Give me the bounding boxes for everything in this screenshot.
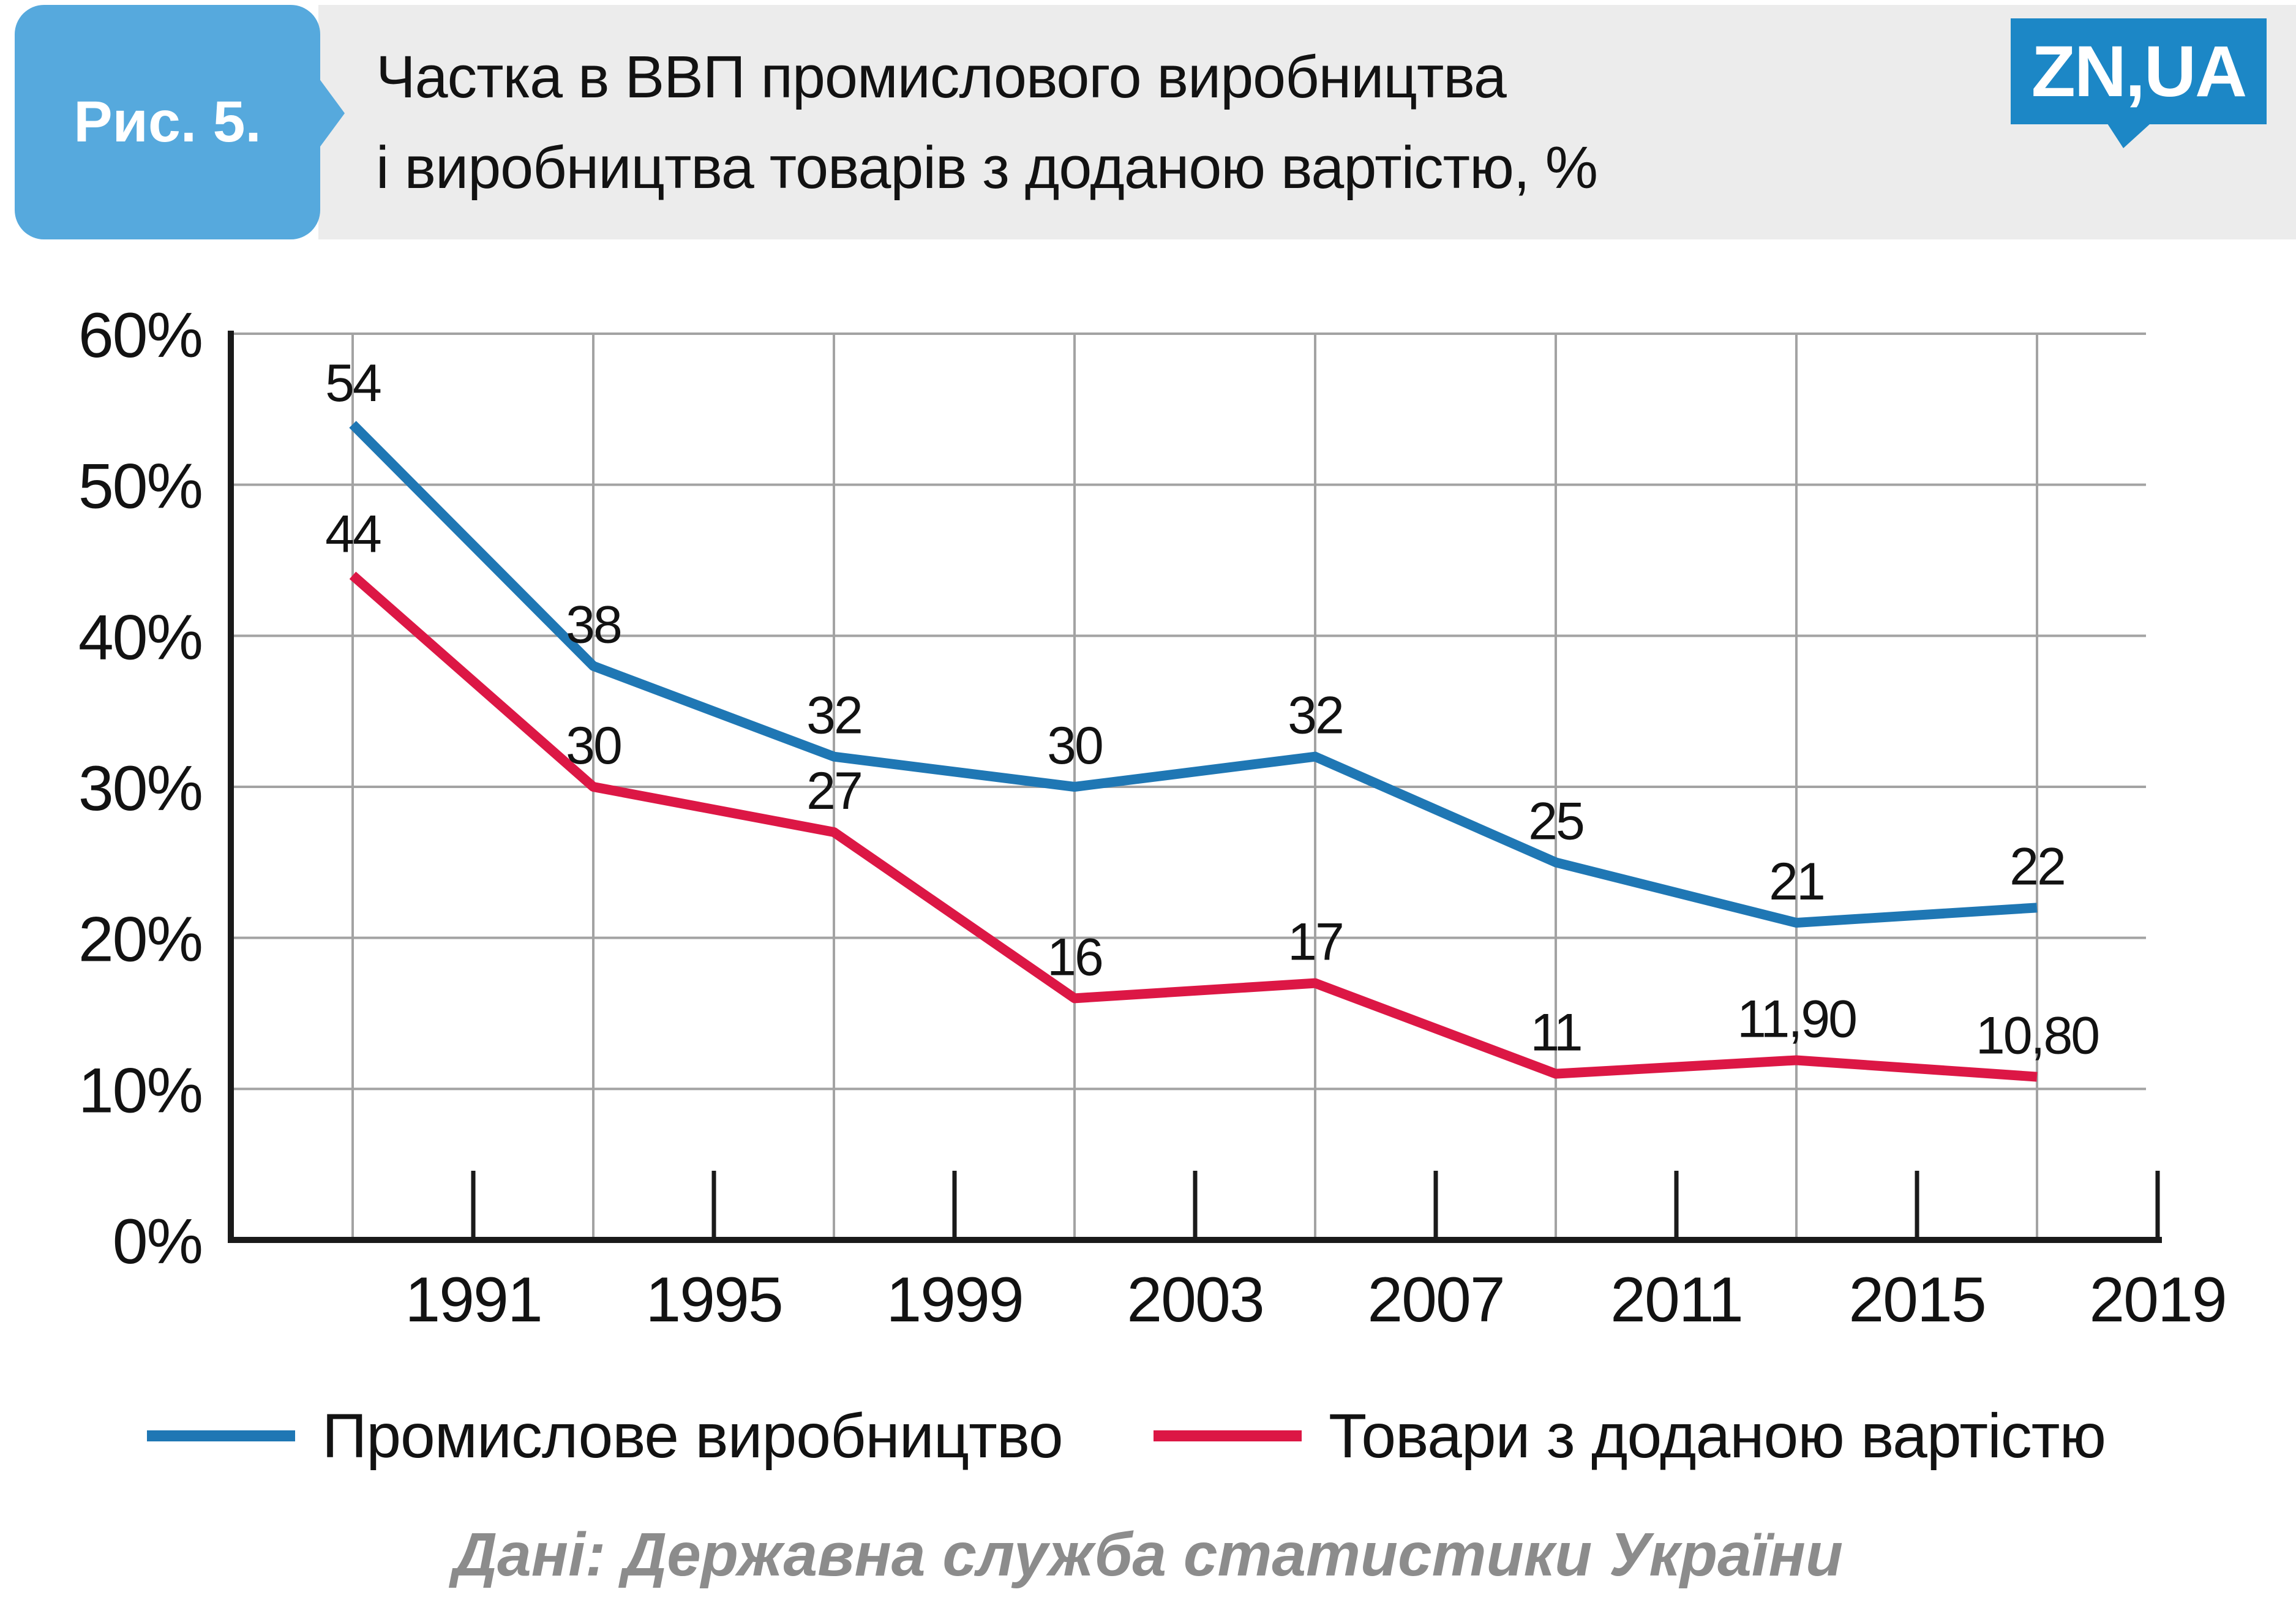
- legend-swatch-red: [1154, 1430, 1302, 1441]
- y-axis-label: 10%: [78, 1055, 202, 1126]
- data-label: 17: [1288, 913, 1343, 972]
- x-axis-label: 1991: [405, 1264, 541, 1335]
- x-axis-label: 2015: [1848, 1264, 1985, 1335]
- source-note: Дані: Державна служба статистики України: [452, 1520, 1844, 1589]
- data-label: 10,80: [1976, 1007, 2098, 1065]
- x-axis-label: 1999: [886, 1264, 1022, 1335]
- data-label: 21: [1769, 852, 1824, 911]
- y-axis-label: 40%: [78, 602, 202, 673]
- data-label: 54: [325, 354, 381, 413]
- y-axis-label: 0%: [113, 1206, 202, 1277]
- y-axis-label: 20%: [78, 904, 202, 975]
- data-label: 11: [1530, 1004, 1581, 1062]
- data-label: 38: [566, 596, 621, 655]
- data-label: 16: [1047, 928, 1102, 986]
- znua-logo-tail-icon: [2107, 124, 2150, 148]
- data-label: 32: [806, 686, 861, 745]
- x-axis-label: 2007: [1367, 1264, 1504, 1335]
- x-axis-label: 2003: [1127, 1264, 1263, 1335]
- legend-item-industrial-production: Промислове виробництво: [147, 1401, 1064, 1471]
- x-axis-label: 2011: [1610, 1264, 1743, 1335]
- legend-label-industrial-production: Промислове виробництво: [322, 1400, 1064, 1471]
- chart-title-line-1: Частка в ВВП промислового виробництва: [376, 43, 1507, 110]
- x-axis-label: 1995: [645, 1264, 782, 1335]
- chart-title-line-2: і виробництва товарів з доданою вартістю…: [376, 134, 1598, 201]
- legend-swatch-blue: [147, 1430, 295, 1441]
- znua-logo: ZN,UA: [2011, 18, 2267, 124]
- figure-label: Рис. 5.: [73, 89, 261, 154]
- data-label: 11,90: [1737, 990, 1856, 1048]
- series-line-0: [349, 421, 2038, 928]
- data-label: 25: [1528, 792, 1583, 851]
- data-label: 22: [2009, 837, 2065, 896]
- data-label: 30: [1047, 716, 1102, 775]
- badge-arrow-icon: [319, 78, 345, 148]
- chart-title: Частка в ВВП промислового виробництва і …: [376, 32, 1598, 213]
- znua-logo-text: ZN,UA: [2031, 31, 2248, 112]
- data-label: 32: [1288, 686, 1343, 745]
- legend-label-value-added-goods: Товари з доданою вартістю: [1329, 1400, 2106, 1471]
- data-label: 44: [325, 505, 381, 564]
- x-axis-label: 2019: [2089, 1264, 2226, 1335]
- figure-badge: Рис. 5.: [15, 5, 320, 239]
- header-band: [318, 5, 2296, 239]
- data-label: 27: [806, 762, 861, 821]
- y-axis-label: 50%: [78, 451, 202, 522]
- series-line-1: [349, 571, 2038, 1082]
- y-axis-label: 60%: [78, 300, 202, 371]
- legend-item-value-added-goods: Товари з доданою вартістю: [1154, 1401, 2106, 1471]
- y-axis-label: 30%: [78, 753, 202, 824]
- data-label: 30: [566, 716, 621, 775]
